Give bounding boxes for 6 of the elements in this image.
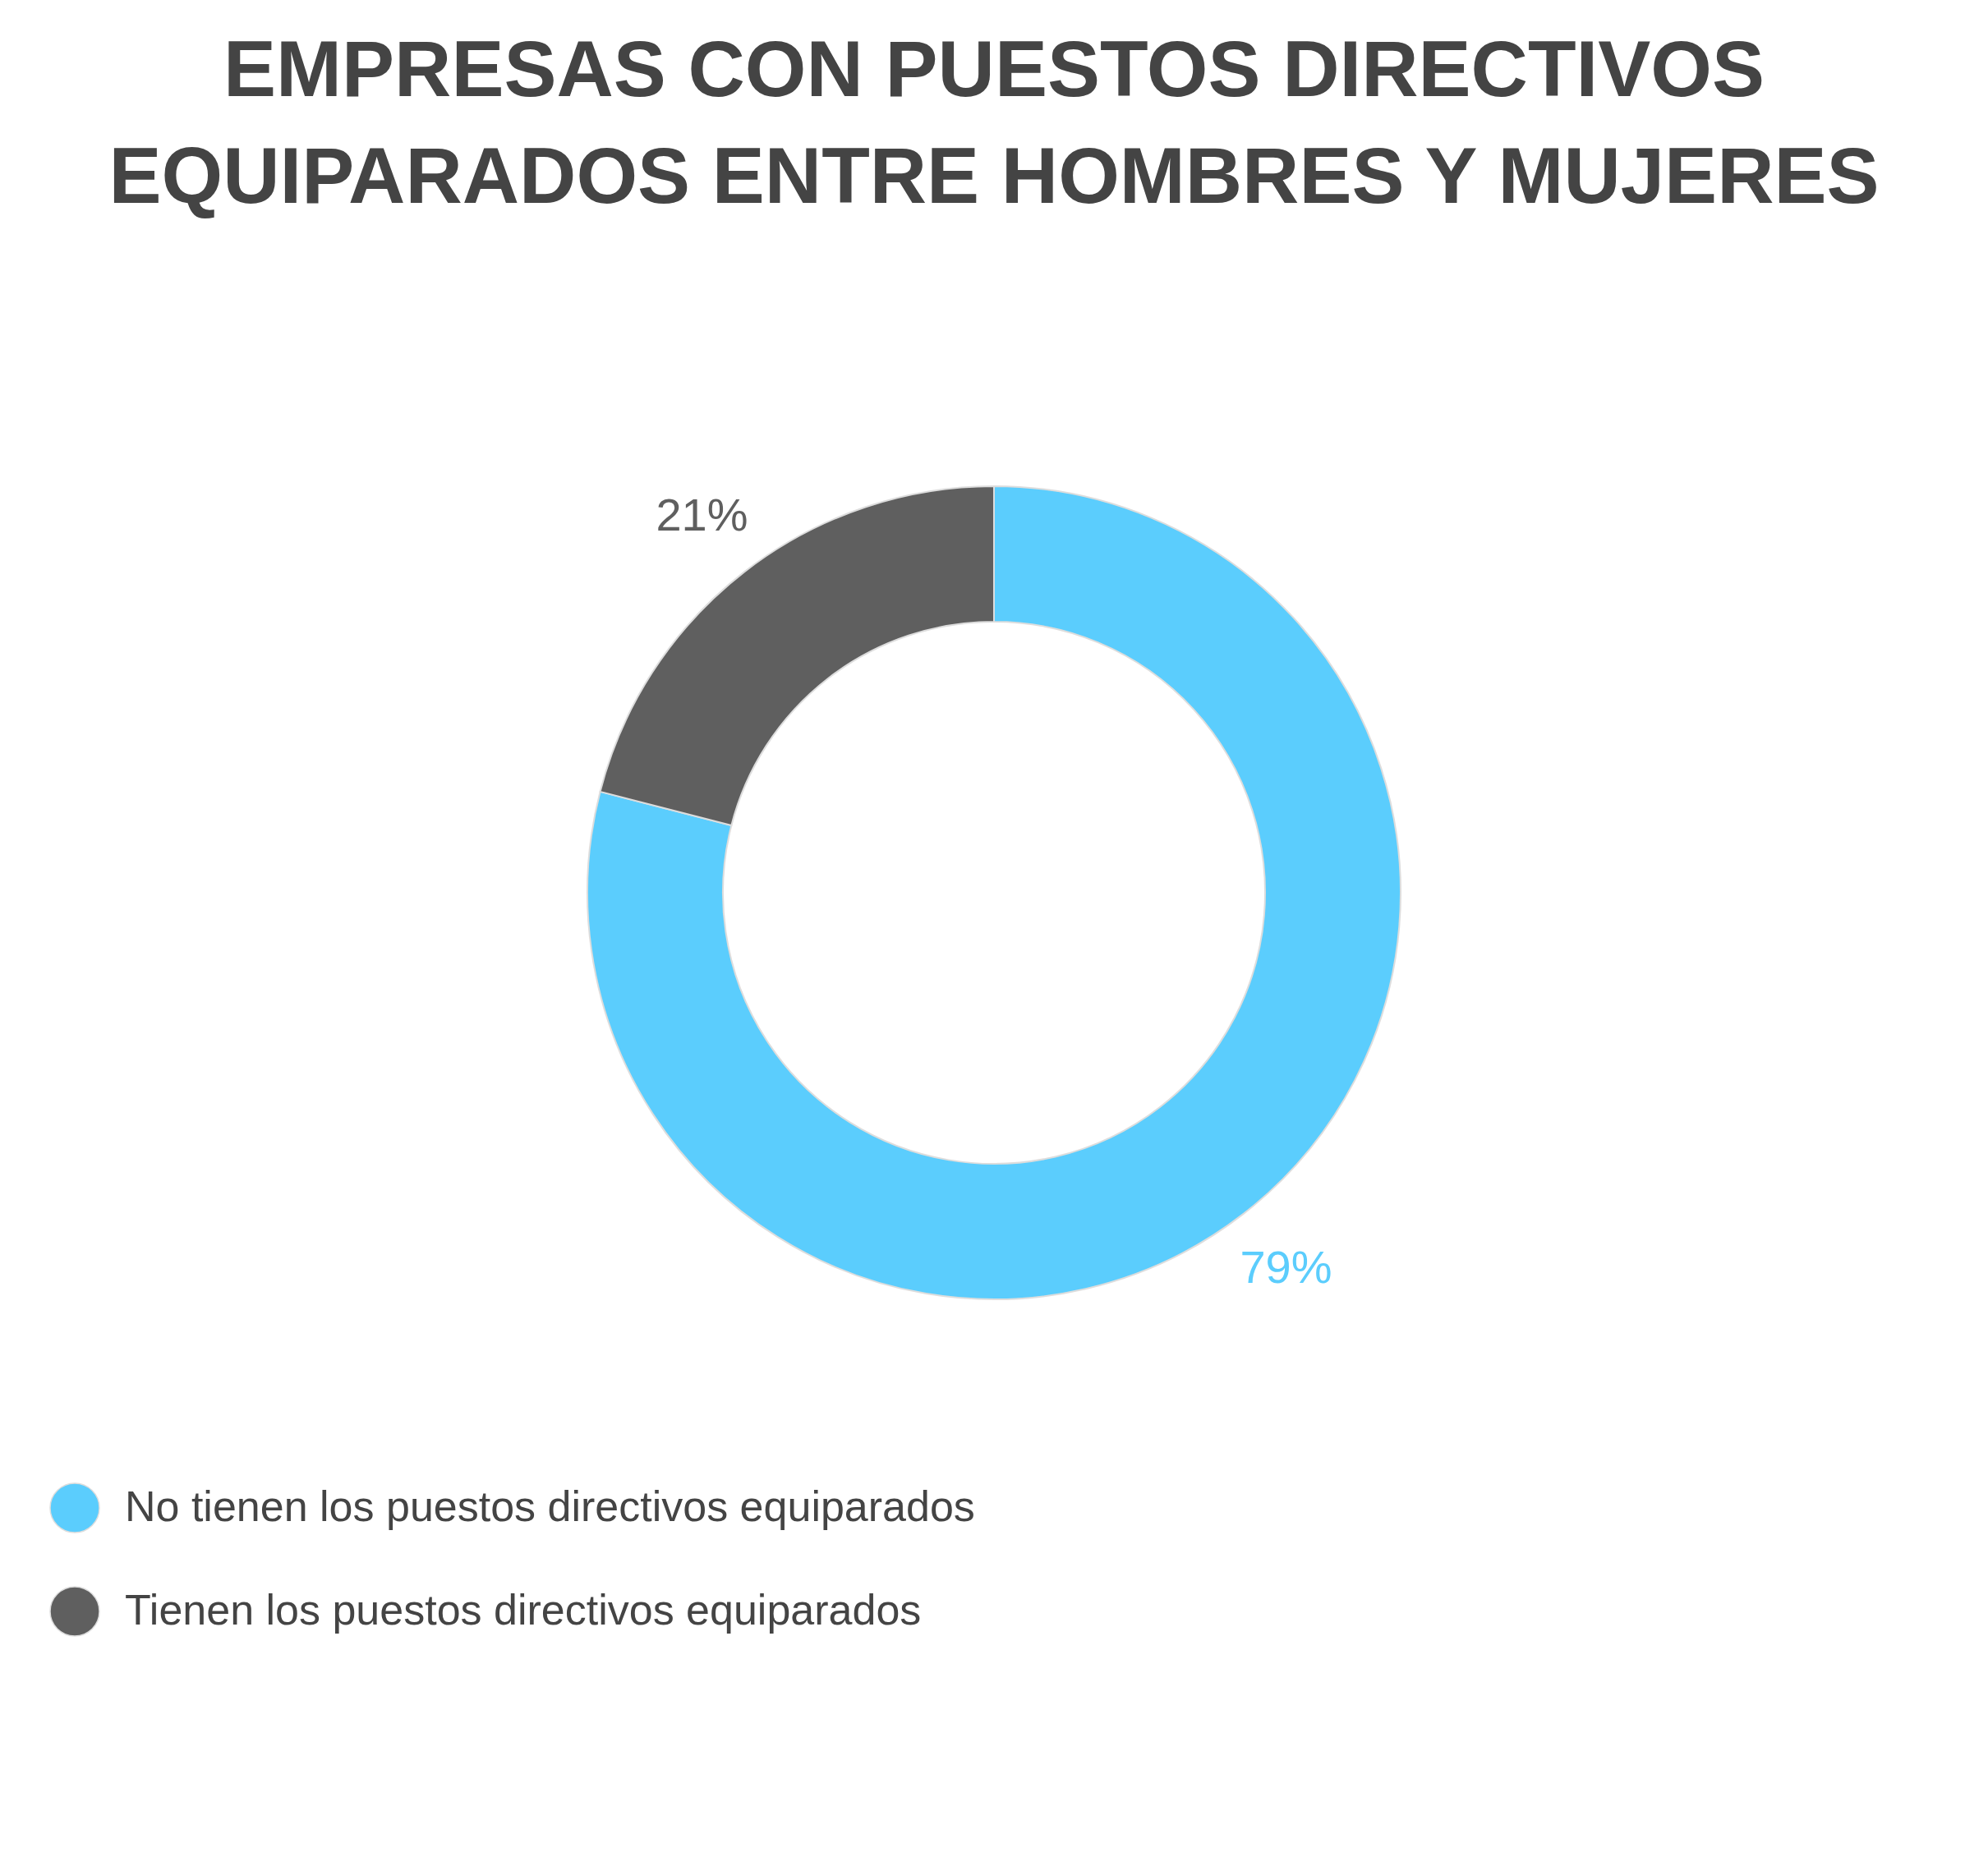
donut-slice — [587, 485, 1401, 1300]
legend-label: No tienen los puestos directivos equiparados — [125, 1482, 975, 1530]
legend-label: Tienen los puestos directivos equiparados — [125, 1586, 922, 1634]
data-label: 21% — [656, 488, 748, 540]
data-label: 79% — [1240, 1241, 1332, 1294]
chart-title: EMPRESAS CON PUESTOS DIRECTIVOS EQUIPARADOS ENTRE HOMBRES Y MUJERES — [108, 25, 1880, 219]
